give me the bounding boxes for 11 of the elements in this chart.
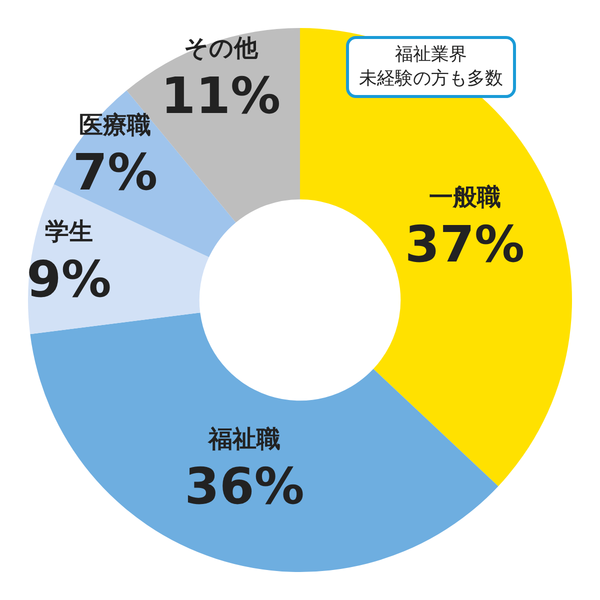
slice-label: 医療職 (79, 110, 152, 139)
slice-label: 福祉職 (208, 424, 281, 453)
slice-label: その他 (184, 34, 259, 62)
speech-bubble: 福祉業界 未経験の方も多数 (346, 36, 516, 98)
data-label: 9% (26, 250, 112, 308)
data-label: 11% (160, 66, 281, 125)
data-label: 36% (184, 458, 304, 516)
data-label: 37% (404, 216, 525, 274)
slice-label: 学生 (44, 218, 93, 246)
data-label: 7% (72, 144, 158, 202)
slice-label: 一般職 (428, 182, 501, 211)
